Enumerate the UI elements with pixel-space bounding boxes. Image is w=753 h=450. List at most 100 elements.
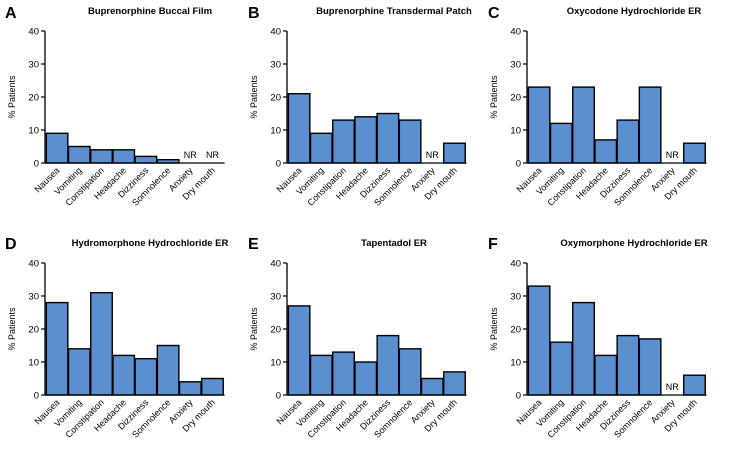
y-tick-label: 10 (270, 126, 281, 137)
y-tick-label: 30 (28, 292, 39, 303)
y-tick-label: 0 (276, 159, 281, 170)
bar-anxiety (420, 377, 444, 396)
panel-title: Hydromorphone Hydrochloride ER (72, 238, 229, 249)
bar-vomiting (549, 122, 573, 164)
bar-dizziness (376, 112, 400, 164)
panel-letter: B (248, 5, 260, 22)
bar-dry-mouth (683, 374, 706, 396)
bar-anxiety (178, 381, 202, 396)
y-tick-label: 30 (28, 60, 39, 71)
bar-nausea (45, 301, 69, 396)
bar-somnolence (638, 86, 662, 164)
panel-letter: A (5, 5, 17, 22)
y-axis-title: % Patients (249, 75, 259, 119)
y-tick-label: 0 (34, 159, 39, 170)
bar-headache (594, 139, 618, 164)
panel-f: F Oxymorphone Hydrochloride ER % Patients N… (488, 236, 708, 440)
bar-dizziness (616, 334, 640, 396)
y-tick-label: 30 (510, 292, 521, 303)
panel-e: E Tapentadol ER% PatientsNauseaVomitingCo… (248, 236, 467, 440)
bar-nausea (45, 132, 69, 164)
bar-dry-mouth (443, 371, 466, 396)
panel-title: Buprenorphine Buccal Film (88, 6, 212, 17)
bar-headache (112, 149, 136, 164)
bar-dry-mouth (201, 377, 224, 396)
axis-lines (44, 31, 225, 164)
y-tick-label: 0 (276, 391, 281, 402)
bar-nausea (287, 305, 311, 396)
y-tick-label: 20 (510, 93, 521, 104)
bar-headache (594, 354, 618, 396)
bar-headache (112, 354, 136, 396)
y-tick-label: 10 (510, 126, 521, 137)
bar-dry-mouth (443, 142, 466, 164)
y-tick-label: 40 (28, 259, 39, 270)
y-tick-label: 20 (28, 93, 39, 104)
bar-constipation (332, 119, 355, 164)
bar-constipation (332, 351, 355, 396)
bar-nausea (527, 285, 551, 396)
bar-headache (354, 361, 378, 396)
bar-somnolence (638, 338, 662, 396)
y-axis-title: % Patients (7, 307, 17, 351)
nr-annotation: NR (206, 150, 219, 160)
panel-c: C Oxycodone Hydrochloride ER% PatientsNau… (488, 5, 707, 208)
bar-dizziness (616, 119, 640, 164)
bar-vomiting (67, 145, 91, 164)
bar-somnolence (398, 348, 422, 396)
y-axis-title: % Patients (489, 307, 499, 351)
nr-annotation: NR (184, 150, 197, 160)
y-tick-label: 40 (510, 259, 521, 270)
bar-vomiting (67, 348, 91, 396)
bar-dizziness (376, 334, 400, 396)
y-tick-label: 30 (270, 292, 281, 303)
bar-nausea (287, 92, 311, 164)
bar-constipation (572, 86, 595, 164)
y-tick-label: 0 (34, 391, 39, 402)
bar-somnolence (156, 344, 180, 396)
y-tick-label: 0 (516, 159, 521, 170)
panel-title: Buprenorphine Transdermal Patch (316, 6, 472, 17)
panel-letter: C (488, 5, 500, 22)
bar-constipation (572, 301, 595, 396)
bar-dizziness (134, 155, 158, 164)
y-tick-label: 20 (270, 325, 281, 336)
panel-letter: E (248, 236, 259, 253)
panel-d: D Hydromorphone Hydrochloride ER % Patient… (5, 236, 229, 440)
y-tick-label: 10 (28, 126, 39, 137)
nr-annotation: NR (666, 382, 679, 392)
panel-title: Oxycodone Hydrochloride ER (567, 6, 702, 17)
bar-dry-mouth (683, 142, 706, 164)
panel-title: Oxymorphone Hydrochloride ER (560, 238, 707, 249)
y-tick-label: 10 (28, 358, 39, 369)
y-tick-label: 40 (28, 27, 39, 38)
panel-letter: D (5, 236, 17, 253)
y-tick-label: 40 (270, 259, 281, 270)
nr-annotation: NR (666, 150, 679, 160)
y-tick-label: 30 (510, 60, 521, 71)
bar-nausea (527, 86, 551, 164)
bar-somnolence (398, 119, 422, 164)
y-axis-title: % Patients (249, 307, 259, 351)
panel-b: B Buprenorphine Transdermal Patch % Patien… (248, 5, 472, 208)
bar-vomiting (309, 132, 333, 164)
y-tick-label: 40 (270, 27, 281, 38)
bar-headache (354, 116, 378, 164)
bar-vomiting (309, 354, 333, 396)
y-tick-label: 30 (270, 60, 281, 71)
y-tick-label: 20 (510, 325, 521, 336)
nr-annotation: NR (426, 150, 439, 160)
y-tick-label: 40 (510, 27, 521, 38)
panel-a: A Buprenorphine Buccal Film% PatientsNaus… (5, 5, 225, 208)
y-axis-title: % Patients (7, 75, 17, 119)
y-tick-label: 0 (516, 391, 521, 402)
panel-title: Tapentadol ER (361, 238, 427, 249)
bar-constipation (90, 149, 113, 164)
y-axis-title: % Patients (489, 75, 499, 119)
bar-vomiting (549, 341, 573, 396)
y-tick-label: 20 (270, 93, 281, 104)
y-tick-label: 10 (270, 358, 281, 369)
bar-dizziness (134, 358, 158, 396)
